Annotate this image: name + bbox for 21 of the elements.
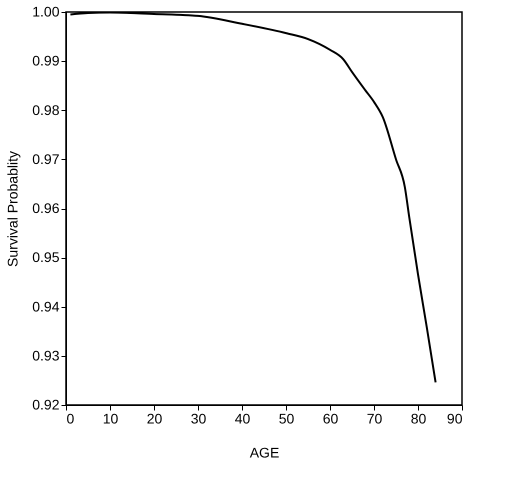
y-tick-label: 0.95	[32, 249, 60, 266]
y-axis-title: Survival Probablity	[4, 151, 20, 267]
y-tick-label: 0.97	[32, 150, 60, 167]
x-tick-label: 90	[446, 410, 463, 426]
y-tick-label: 0.92	[32, 396, 60, 412]
x-tick-label: 40	[234, 410, 250, 426]
y-tick-label: 0.99	[32, 52, 60, 69]
x-tick-label: 0	[66, 410, 74, 426]
x-tick-label: 50	[278, 410, 294, 426]
y-tick-label: 1.00	[32, 4, 60, 20]
y-tick-label: 0.96	[32, 200, 60, 216]
x-tick-label: 80	[410, 410, 426, 426]
x-tick-label: 10	[102, 410, 118, 426]
x-tick-label: 60	[322, 410, 338, 426]
x-tick-label: 70	[366, 410, 382, 426]
x-axis-title: AGE	[250, 444, 280, 460]
y-tick-label: 0.94	[32, 298, 60, 314]
y-tick-label: 0.98	[32, 102, 60, 118]
y-tick-label: 0.93	[32, 347, 60, 364]
x-tick-label: 20	[146, 410, 162, 426]
x-tick-label: 30	[190, 410, 206, 426]
